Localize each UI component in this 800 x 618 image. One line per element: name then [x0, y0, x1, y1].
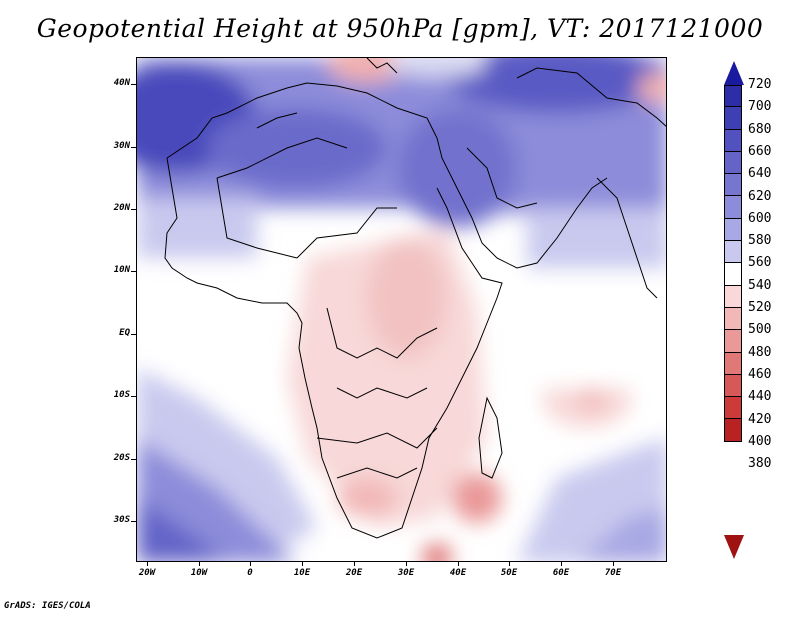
lat-tick	[131, 209, 136, 210]
colorbar-cell	[724, 174, 742, 197]
coastlines	[164, 58, 666, 539]
colorbar-bottom-arrow	[724, 535, 744, 559]
colorbar-cell	[724, 196, 742, 219]
lon-label-0: 0	[247, 568, 253, 578]
lat-tick	[131, 396, 136, 397]
lat-label-30n: 30N	[113, 141, 130, 151]
lon-tick	[613, 562, 614, 566]
lon-label-20w: 20W	[138, 568, 156, 578]
colorbar-cell	[724, 241, 742, 264]
lat-tick	[131, 334, 136, 335]
lat-label-eq: EQ	[119, 328, 130, 338]
colorbar-cell	[724, 419, 742, 442]
lon-tick	[458, 562, 459, 566]
colorbar-level-label: 460	[748, 366, 772, 382]
lon-label-10w: 10W	[190, 568, 208, 578]
colorbar-cell	[724, 263, 742, 286]
colorbar-level-label: 600	[748, 210, 772, 226]
colorbar-level-label: 620	[748, 188, 772, 204]
colorbar-cell	[724, 352, 742, 375]
lon-tick	[199, 562, 200, 566]
geopotential-field	[137, 58, 666, 561]
lon-tick	[302, 562, 303, 566]
grads-credit: GrADS: IGES/COLA	[4, 601, 91, 611]
colorbar	[724, 85, 744, 442]
lon-tick	[354, 562, 355, 566]
colorbar-level-label: 720	[748, 77, 772, 92]
lat-tick	[131, 271, 136, 272]
colorbar-level-label: 560	[748, 255, 772, 271]
colorbar-level-label: 640	[748, 166, 772, 182]
colorbar-cell	[724, 285, 742, 308]
colorbar-cell	[724, 107, 742, 130]
lat-label-30s: 30S	[113, 515, 130, 525]
lat-label-20n: 20N	[113, 203, 130, 213]
lon-tick	[147, 562, 148, 566]
lat-label-10s: 10S	[113, 390, 130, 400]
colorbar-cell	[724, 218, 742, 242]
lat-label-40n: 40N	[113, 78, 130, 88]
colorbar-level-label: 660	[748, 143, 772, 159]
colorbar-cell	[724, 85, 742, 108]
lat-label-20s: 20S	[113, 453, 130, 463]
colorbar-cell	[724, 397, 742, 420]
colorbar-cell	[724, 151, 742, 175]
colorbar-top-arrow	[724, 61, 744, 85]
lon-label-50e: 50E	[500, 568, 518, 578]
colorbar-cell	[724, 330, 742, 353]
lon-tick	[509, 562, 510, 566]
map-panel	[136, 57, 667, 562]
colorbar-cell	[724, 129, 742, 152]
lon-tick	[406, 562, 407, 566]
colorbar-level-label: 500	[748, 322, 772, 338]
colorbar-level-label: 380	[748, 456, 772, 472]
lon-tick	[250, 562, 251, 566]
colorbar-level-label: 520	[748, 300, 772, 315]
colorbar-level-label: 680	[748, 121, 772, 137]
lat-tick	[131, 84, 136, 85]
colorbar-level-label: 700	[748, 99, 772, 115]
lon-label-70e: 70E	[604, 568, 622, 578]
colorbar-level-label: 420	[748, 411, 772, 427]
lon-label-30e: 30E	[397, 568, 415, 578]
chart-title: Geopotential Height at 950hPa [gpm], VT:…	[36, 14, 764, 43]
lat-tick	[131, 459, 136, 460]
lon-label-40e: 40E	[449, 568, 467, 578]
colorbar-cell	[724, 374, 742, 398]
lon-label-10e: 10E	[293, 568, 311, 578]
lon-tick	[561, 562, 562, 566]
colorbar-level-label: 540	[748, 277, 772, 293]
lat-tick	[131, 147, 136, 148]
lat-label-10n: 10N	[113, 265, 130, 275]
colorbar-level-label: 440	[748, 389, 772, 405]
colorbar-level-label: 400	[748, 433, 772, 449]
lon-label-20e: 20E	[345, 568, 363, 578]
colorbar-level-label: 480	[748, 344, 772, 360]
lon-label-60e: 60E	[552, 568, 570, 578]
colorbar-level-label: 580	[748, 233, 772, 249]
colorbar-cell	[724, 307, 742, 331]
lat-tick	[131, 521, 136, 522]
